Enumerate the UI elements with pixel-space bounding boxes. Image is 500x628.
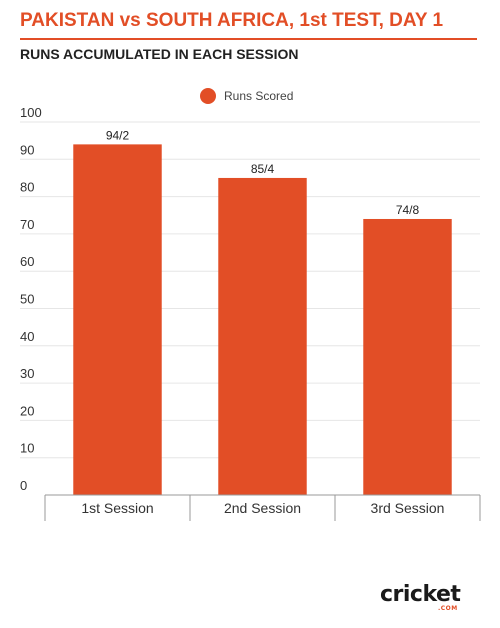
legend: Runs Scored: [200, 88, 293, 104]
y-tick-label: 10: [20, 441, 34, 456]
logo-suffix: .COM: [438, 605, 458, 612]
y-tick-label: 80: [20, 180, 34, 195]
y-axis-ticks: 0 10 20 30 40 50 60 70 80 90 100: [20, 105, 42, 493]
x-tick-label: 2nd Session: [224, 500, 301, 516]
y-tick-label: 0: [20, 478, 27, 493]
cricket-logo: cricket .COM: [380, 582, 461, 613]
x-axis: 1st Session 2nd Session 3rd Session: [44, 494, 481, 521]
y-tick-label: 40: [20, 329, 34, 344]
y-tick-label: 70: [20, 217, 34, 232]
chart-subtitle: RUNS ACCUMULATED IN EACH SESSION: [20, 46, 299, 62]
y-tick-label: 60: [20, 254, 34, 269]
bar-data-label: 94/2: [106, 128, 130, 142]
logo-wordmark: cricket: [380, 582, 461, 607]
x-tick-label: 3rd Session: [371, 500, 445, 516]
y-tick-label: 90: [20, 142, 34, 157]
bar: [363, 218, 452, 496]
data-labels: 94/2 85/4 74/8: [106, 128, 420, 217]
bar-data-label: 85/4: [251, 162, 275, 176]
bar: [218, 177, 307, 495]
legend-label: Runs Scored: [224, 89, 294, 103]
y-tick-label: 20: [20, 403, 34, 418]
y-tick-label: 30: [20, 366, 34, 381]
bars: [73, 144, 452, 496]
x-tick-label: 1st Session: [81, 500, 153, 516]
bar: [73, 144, 162, 495]
y-tick-label: 100: [20, 105, 42, 120]
y-tick-label: 50: [20, 292, 34, 307]
title-underline: [20, 38, 477, 40]
chart-title: PAKISTAN vs SOUTH AFRICA, 1st TEST, DAY …: [20, 10, 444, 31]
legend-swatch-icon: [200, 88, 216, 104]
bar-data-label: 74/8: [396, 203, 420, 217]
